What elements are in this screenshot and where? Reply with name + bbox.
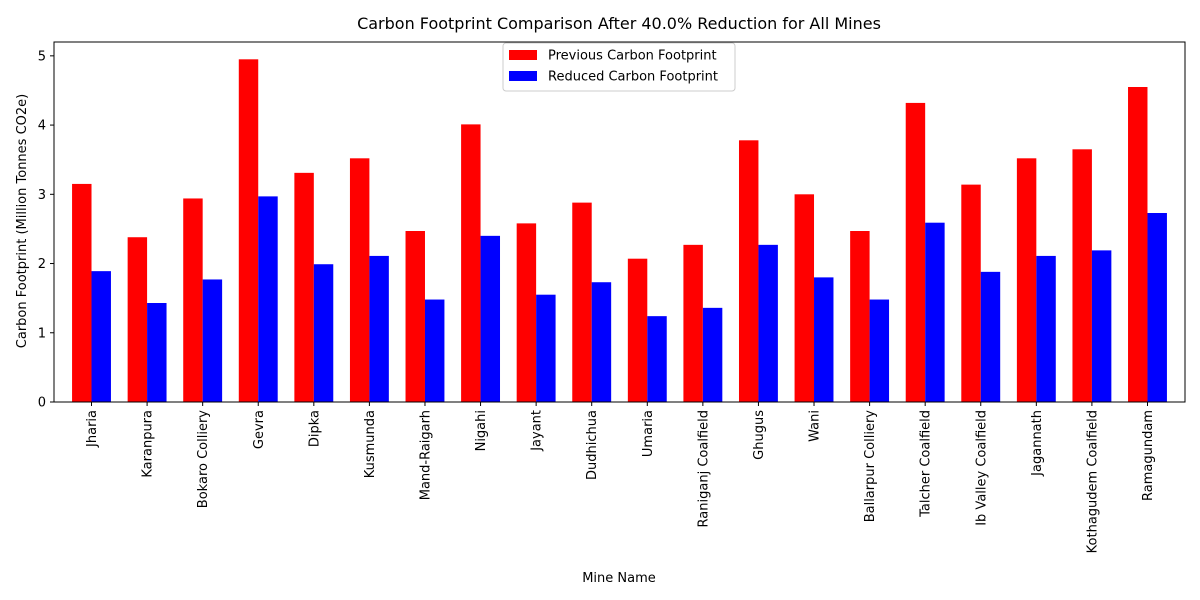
x-tick-label: Nigahi	[474, 410, 489, 451]
bar-previous	[1128, 87, 1148, 402]
bar-reduced	[1147, 213, 1167, 402]
bar-reduced	[536, 294, 556, 402]
bar-previous	[627, 258, 648, 402]
x-tick-label: Dipka	[307, 410, 322, 447]
y-tick-label: 2	[38, 257, 46, 272]
bar-reduced	[925, 222, 945, 402]
bar-previous	[405, 231, 425, 402]
legend-label: Reduced Carbon Footprint	[548, 70, 718, 85]
x-tick-label: Wani	[808, 410, 823, 442]
bar-previous	[183, 198, 203, 402]
bar-reduced	[814, 277, 834, 402]
bar-previous	[738, 140, 759, 402]
x-tick-label: Mand-Raigarh	[418, 410, 433, 500]
y-tick-label: 3	[38, 188, 46, 203]
x-tick-label: Ramagundam	[1141, 410, 1156, 501]
x-tick-label: Ballarpur Colliery	[863, 410, 878, 523]
x-tick-label: Karanpura	[141, 410, 156, 478]
x-tick-label: Kothagudem Coalfield	[1085, 410, 1100, 553]
x-tick-label: Gevra	[252, 410, 267, 449]
bar-previous	[516, 223, 537, 402]
bar-previous	[1072, 149, 1092, 402]
x-tick-label: Ghugus	[752, 410, 767, 460]
bar-reduced	[91, 271, 111, 402]
legend-label: Previous Carbon Footprint	[548, 49, 717, 64]
bar-reduced	[869, 299, 890, 402]
legend-box	[502, 42, 736, 92]
bar-reduced	[758, 244, 778, 402]
bar-reduced	[424, 299, 445, 402]
y-tick-label: 5	[38, 49, 46, 64]
x-tick-label: Talcher Coalfield	[919, 410, 934, 518]
bar-previous	[572, 202, 592, 402]
x-axis-label: Mine Name	[582, 571, 656, 586]
x-tick-label: Jayant	[530, 410, 545, 452]
plot-area: 0 1 2 3 4 5 Jharia Karanpura Bokaro Colliery Gevr…	[38, 41, 1186, 553]
bar-reduced	[258, 196, 278, 402]
bar-reduced	[702, 307, 723, 402]
bar-reduced	[202, 279, 223, 402]
chart-title: Carbon Footprint Comparison After 40.0% …	[357, 14, 881, 33]
bar-reduced	[1036, 255, 1056, 402]
bar-previous	[794, 194, 815, 402]
bar-previous	[238, 59, 259, 403]
plot-frame	[53, 41, 1186, 403]
bar-reduced	[147, 303, 167, 402]
bar-previous	[294, 172, 314, 402]
bar-previous	[127, 237, 148, 402]
legend: Previous Carbon Footprint Reduced Carbon …	[502, 42, 736, 92]
bar-previous	[961, 184, 981, 402]
x-tick-label: Umaria	[641, 410, 656, 457]
legend-swatch	[509, 71, 537, 81]
bar-reduced	[647, 316, 667, 402]
y-tick-label: 4	[38, 119, 46, 134]
bar-previous	[349, 158, 370, 402]
bar-reduced	[480, 235, 501, 402]
bar-reduced	[1091, 250, 1112, 402]
bar-previous	[905, 102, 926, 403]
x-tick-label: Jharia	[85, 410, 100, 448]
bar-previous	[72, 183, 92, 402]
legend-swatch	[509, 50, 537, 60]
bar-reduced	[313, 264, 334, 402]
bar-reduced	[591, 282, 612, 402]
bar-reduced	[369, 255, 389, 402]
x-tick-label: Ib Valley Coalfield	[974, 410, 989, 526]
x-tick-label: Kusmunda	[363, 410, 378, 478]
y-tick-label: 1	[38, 326, 46, 341]
y-axis-label: Carbon Footprint (Million Tonnes CO2e)	[15, 94, 30, 348]
x-tick-label: Dudhichua	[585, 410, 600, 480]
x-tick-label: Bokaro Colliery	[196, 410, 211, 508]
bar-previous	[850, 231, 870, 402]
bar-previous	[461, 124, 481, 402]
bar-previous	[1016, 158, 1037, 402]
x-tick-label: Jagannath	[1030, 410, 1045, 477]
bar-previous	[683, 244, 703, 402]
bar-reduced	[980, 271, 1001, 402]
y-tick-label: 0	[38, 396, 46, 411]
x-tick-label: Raniganj Coalfield	[696, 410, 711, 527]
